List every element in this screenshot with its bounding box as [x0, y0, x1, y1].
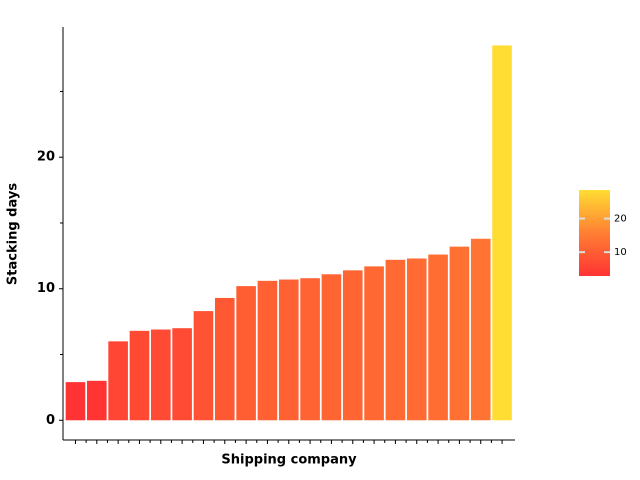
bar — [150, 329, 171, 421]
bar — [449, 246, 470, 421]
x-axis-title: Shipping company — [221, 453, 357, 468]
bar — [406, 258, 427, 421]
y-tick-label: 20 — [37, 150, 55, 165]
colorbar-tick-label: 10 — [614, 247, 627, 258]
bar — [236, 286, 256, 421]
colorbar — [579, 190, 610, 276]
bar — [214, 297, 235, 421]
bar — [65, 382, 86, 421]
bar — [108, 341, 128, 421]
bar — [321, 274, 342, 421]
bar — [257, 280, 278, 421]
bar — [385, 259, 406, 421]
bar — [364, 266, 384, 421]
y-axis-title: Stacking days — [6, 183, 21, 285]
bar — [492, 45, 512, 421]
y-tick-label: 0 — [46, 413, 55, 428]
bar — [428, 254, 448, 421]
bar — [172, 328, 192, 421]
bar — [470, 238, 491, 421]
y-tick-label: 10 — [37, 281, 55, 296]
bar — [300, 278, 320, 421]
bar — [129, 330, 150, 421]
colorbar-tick-label: 20 — [614, 214, 627, 225]
bar — [86, 380, 107, 421]
bar — [278, 279, 299, 421]
bar — [342, 270, 363, 421]
bar — [193, 311, 214, 421]
